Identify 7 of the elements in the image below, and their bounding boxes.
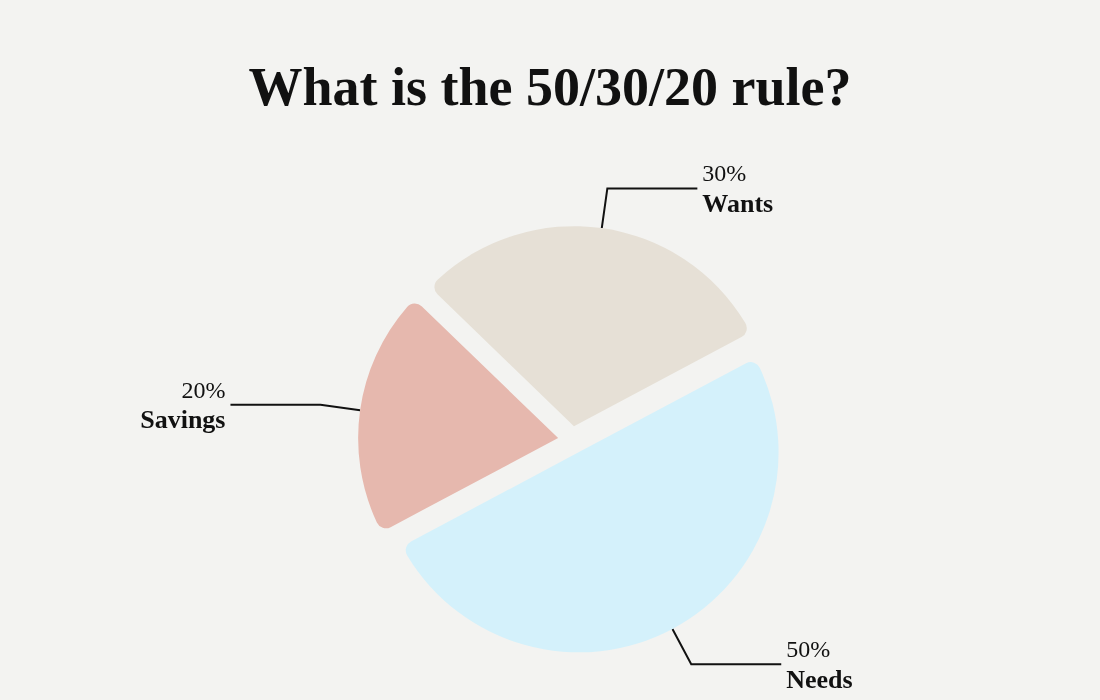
chart-title: What is the 50/30/20 rule?	[248, 57, 852, 117]
slice-label: Wants	[702, 188, 774, 218]
data-label: 30%	[702, 160, 747, 187]
slice-label: Savings	[140, 405, 226, 435]
slice-label: Needs	[786, 664, 853, 694]
data-label: 50%	[786, 636, 831, 663]
data-label: 20%	[181, 376, 226, 403]
